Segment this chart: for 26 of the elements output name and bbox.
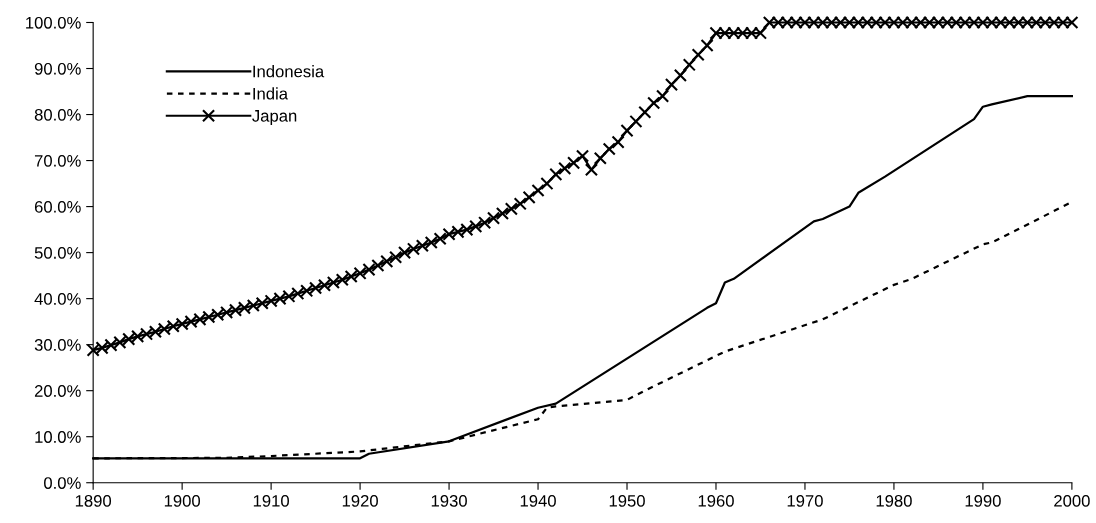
- x-tick-label: 1920: [342, 494, 378, 507]
- x-tick-label: 1950: [609, 494, 645, 507]
- x-tick-label: 1900: [164, 494, 201, 507]
- y-tick-label: 30.0%: [34, 339, 81, 351]
- x-tick-label: 1980: [876, 494, 912, 507]
- legend-label: India: [253, 87, 289, 100]
- x-tick-label: 1990: [965, 494, 1001, 507]
- x-tick-label: 1960: [698, 494, 734, 507]
- y-tick-label: 60.0%: [34, 200, 81, 213]
- y-tick-label: 40.0%: [34, 293, 81, 305]
- y-tick-label: 90.0%: [34, 62, 81, 75]
- y-tick-label: 20.0%: [34, 385, 81, 397]
- y-tick-label: 0.0%: [44, 477, 81, 489]
- x-tick-label: 1890: [75, 494, 112, 507]
- x-tick-label: 1910: [253, 494, 289, 507]
- y-tick-label: 70.0%: [34, 154, 81, 167]
- y-tick-label: 10.0%: [35, 431, 81, 443]
- y-tick-label: 100.0%: [26, 16, 81, 29]
- legend-label: Indonesia: [253, 65, 325, 78]
- x-tick-label: 1930: [431, 494, 467, 507]
- legend-label: Japan: [252, 110, 297, 126]
- y-tick-label: 50.0%: [34, 247, 81, 259]
- x-tick-label: 1970: [787, 494, 823, 507]
- x-tick-label: 2000: [1054, 494, 1090, 507]
- y-tick-label: 80.0%: [34, 108, 81, 121]
- x-tick-label: 1940: [520, 494, 556, 507]
